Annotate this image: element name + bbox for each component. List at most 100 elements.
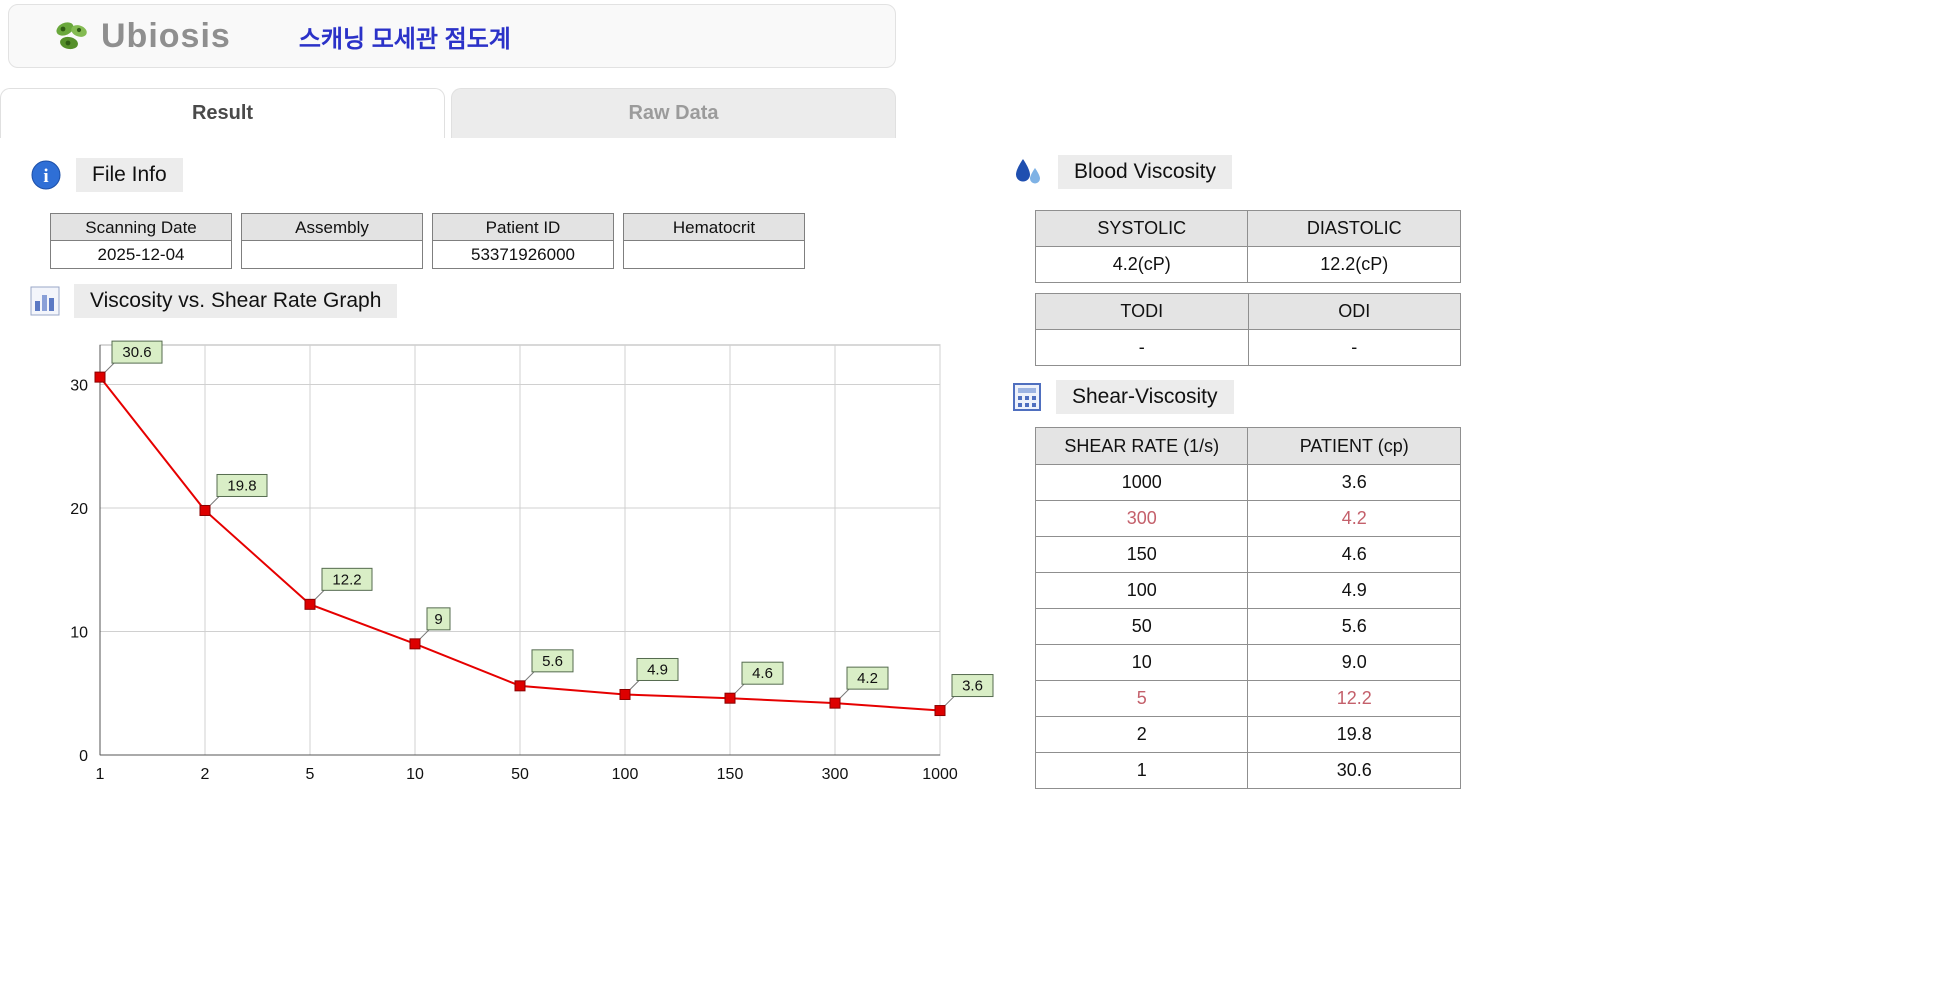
column-value: 2025-12-04 xyxy=(50,241,232,269)
svg-text:4.6: 4.6 xyxy=(752,665,773,682)
table-row: 4.2(cP) 12.2(cP) xyxy=(1034,246,1461,283)
calculator-icon xyxy=(1013,383,1041,411)
systolic-header: SYSTOLIC xyxy=(1034,210,1249,247)
section-label: Viscosity vs. Shear Rate Graph xyxy=(74,284,398,318)
todi-header: TODI xyxy=(1035,293,1249,330)
shear-rate-header: SHEAR RATE (1/s) xyxy=(1034,427,1249,465)
tab-result[interactable]: Result xyxy=(0,88,445,138)
svg-text:1000: 1000 xyxy=(922,766,958,783)
blood-viscosity-table: SYSTOLIC DIASTOLIC 4.2(cP) 12.2(cP) xyxy=(1034,210,1461,283)
graph-section-title: Viscosity vs. Shear Rate Graph xyxy=(30,284,398,318)
file-info-column: Hematocrit xyxy=(623,213,805,269)
table-row: 10 9.0 xyxy=(1034,644,1461,681)
shear-rate-cell: 150 xyxy=(1034,536,1249,573)
svg-text:19.8: 19.8 xyxy=(227,477,256,494)
patient-viscosity-cell: 4.2 xyxy=(1247,500,1461,537)
svg-text:12.2: 12.2 xyxy=(332,571,361,588)
svg-text:30.6: 30.6 xyxy=(122,344,151,361)
shear-viscosity-section-title: Shear-Viscosity xyxy=(1012,380,1234,414)
svg-text:10: 10 xyxy=(70,625,88,642)
table-row: 1000 3.6 xyxy=(1034,464,1461,501)
table-row: 100 4.9 xyxy=(1034,572,1461,609)
column-header: Scanning Date xyxy=(50,213,232,241)
table-header-row: SYSTOLIC DIASTOLIC xyxy=(1034,210,1461,247)
logo: Ubiosis xyxy=(51,15,231,57)
shear-rate-cell: 1000 xyxy=(1034,464,1249,501)
svg-text:0: 0 xyxy=(79,748,88,765)
patient-viscosity-cell: 30.6 xyxy=(1247,752,1461,789)
svg-text:300: 300 xyxy=(822,766,849,783)
svg-text:4.9: 4.9 xyxy=(647,661,668,678)
column-value: 53371926000 xyxy=(432,241,614,269)
patient-viscosity-cell: 9.0 xyxy=(1247,644,1461,681)
svg-text:30: 30 xyxy=(70,378,88,395)
column-header: Hematocrit xyxy=(623,213,805,241)
tab-raw-data[interactable]: Raw Data xyxy=(451,88,896,138)
svg-text:4.2: 4.2 xyxy=(857,670,878,687)
svg-text:5: 5 xyxy=(306,766,315,783)
column-header: Assembly xyxy=(241,213,423,241)
odi-value: - xyxy=(1247,329,1461,366)
column-value xyxy=(623,241,805,269)
svg-text:50: 50 xyxy=(511,766,529,783)
table-row: 2 19.8 xyxy=(1034,716,1461,753)
table-row: 150 4.6 xyxy=(1034,536,1461,573)
todi-value: - xyxy=(1035,329,1249,366)
shear-rate-cell: 50 xyxy=(1034,608,1249,645)
patient-viscosity-cell: 19.8 xyxy=(1247,716,1461,753)
diastolic-header: DIASTOLIC xyxy=(1247,210,1461,247)
todi-odi-table: TODI ODI - - xyxy=(1035,293,1461,366)
table-header-row: SHEAR RATE (1/s) PATIENT (cp) xyxy=(1034,427,1461,465)
viscosity-chart: 0 10 20 30 1 2 5 10 50 100 150 300 1000 30.6 19.8 12.2 9… xyxy=(36,336,1011,799)
table-row: 300 4.2 xyxy=(1034,500,1461,537)
table-row: 1 30.6 xyxy=(1034,752,1461,789)
tab-bar: Result Raw Data xyxy=(0,88,896,138)
systolic-value: 4.2(cP) xyxy=(1034,246,1249,283)
diastolic-value: 12.2(cP) xyxy=(1247,246,1461,283)
column-header: Patient ID xyxy=(432,213,614,241)
svg-text:2: 2 xyxy=(201,766,210,783)
file-info-table: Scanning Date 2025-12-04 Assembly Patien… xyxy=(50,213,805,269)
file-info-column: Assembly xyxy=(241,213,423,269)
patient-viscosity-cell: 3.6 xyxy=(1247,464,1461,501)
svg-text:100: 100 xyxy=(612,766,639,783)
viscosity-chart-svg: 0 10 20 30 1 2 5 10 50 100 150 300 1000 30.6 19.8 12.2 9… xyxy=(70,340,994,783)
shear-viscosity-table: SHEAR RATE (1/s) PATIENT (cp) 1000 3.6 300… xyxy=(1034,427,1461,789)
file-info-section-title: i File Info xyxy=(30,158,183,192)
section-label: Blood Viscosity xyxy=(1058,155,1233,189)
table-row: 50 5.6 xyxy=(1034,608,1461,645)
table-header-row: TODI ODI xyxy=(1035,293,1461,330)
header: Ubiosis 스캐닝 모세관 점도계 xyxy=(8,4,896,68)
svg-text:1: 1 xyxy=(96,766,105,783)
shear-rate-cell: 1 xyxy=(1034,752,1249,789)
patient-header: PATIENT (cp) xyxy=(1247,427,1461,465)
table-row: - - xyxy=(1035,329,1461,366)
logo-text: Ubiosis xyxy=(101,16,231,55)
column-value xyxy=(241,241,423,269)
patient-viscosity-cell: 4.6 xyxy=(1247,536,1461,573)
bar-chart-icon xyxy=(30,286,60,316)
odi-header: ODI xyxy=(1247,293,1461,330)
shear-rate-cell: 100 xyxy=(1034,572,1249,609)
shear-rate-cell: 10 xyxy=(1034,644,1249,681)
section-label: Shear-Viscosity xyxy=(1056,380,1234,414)
patient-viscosity-cell: 4.9 xyxy=(1247,572,1461,609)
shear-rate-cell: 2 xyxy=(1034,716,1249,753)
shear-rate-cell: 300 xyxy=(1034,500,1249,537)
svg-text:150: 150 xyxy=(717,766,744,783)
blood-drop-icon xyxy=(1016,159,1040,184)
file-info-column: Scanning Date 2025-12-04 xyxy=(50,213,232,269)
shear-rate-cell: 5 xyxy=(1034,680,1249,717)
ubiosis-logo-icon xyxy=(56,22,87,50)
svg-text:9: 9 xyxy=(434,611,442,628)
patient-viscosity-cell: 5.6 xyxy=(1247,608,1461,645)
svg-text:10: 10 xyxy=(406,766,424,783)
shear-viscosity-body: 1000 3.6 300 4.2 150 4.6 100 4.9 50 5.6 10 9.0 5 12.2… xyxy=(1034,464,1461,789)
section-label: File Info xyxy=(76,158,183,192)
app-title: 스캐닝 모세관 점도계 xyxy=(298,25,511,53)
blood-viscosity-section-title: Blood Viscosity xyxy=(1012,155,1233,189)
table-row: 5 12.2 xyxy=(1034,680,1461,717)
file-info-column: Patient ID 53371926000 xyxy=(432,213,614,269)
patient-viscosity-cell: 12.2 xyxy=(1247,680,1461,717)
svg-text:3.6: 3.6 xyxy=(962,678,983,695)
